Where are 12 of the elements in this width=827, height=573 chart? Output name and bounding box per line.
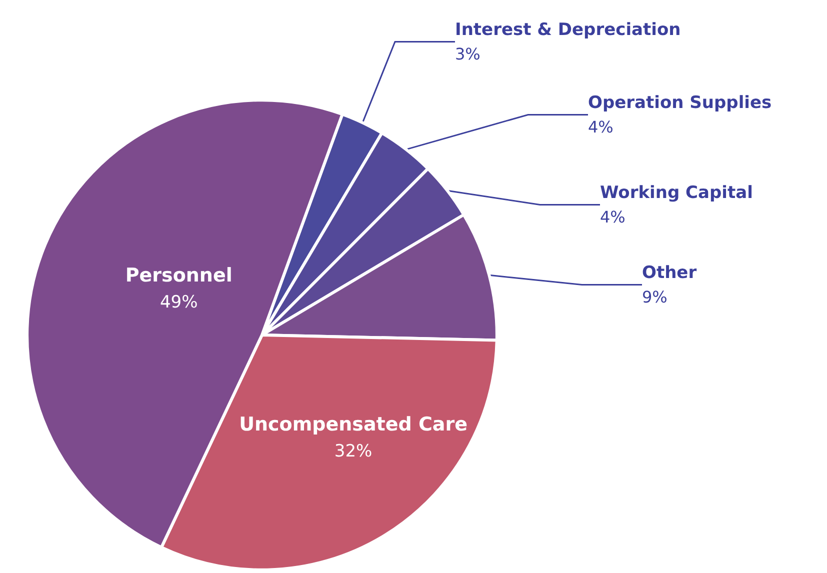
data-label: 9% (642, 288, 668, 306)
slice-label: Operation Supplies (588, 93, 772, 113)
slice-label: Other (642, 263, 698, 283)
data-label: 4% (600, 208, 626, 226)
slice-label: Working Capital (600, 183, 753, 203)
data-label: 32% (334, 442, 372, 462)
data-label: 49% (160, 292, 198, 313)
slice-label: Uncompensated Care (239, 414, 468, 436)
data-label: 4% (588, 118, 614, 136)
data-label: 3% (455, 44, 480, 64)
slice-label: Interest & Depreciation (455, 20, 681, 40)
slice-label: Personnel (125, 264, 232, 287)
